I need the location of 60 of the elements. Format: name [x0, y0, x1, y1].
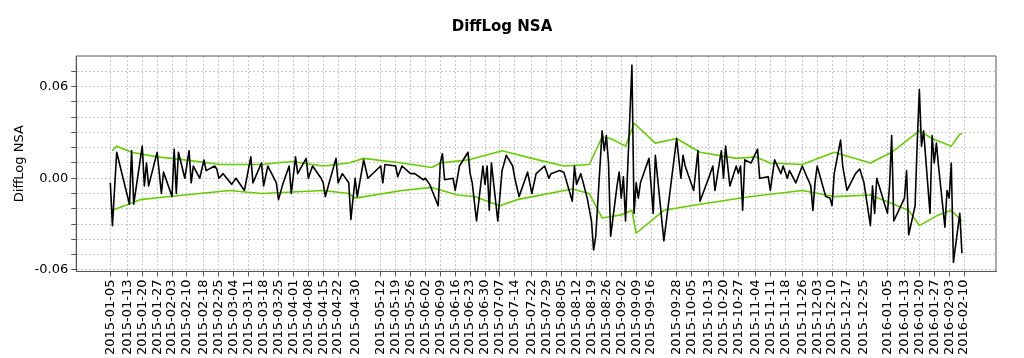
- x-tick-label: 2015-11-18: [776, 279, 792, 356]
- x-tick-label: 2015-02-18: [195, 279, 211, 356]
- x-tick-label: 2015-01-13: [118, 279, 134, 356]
- x-tick-label: 2015-04-22: [329, 279, 345, 356]
- x-tick-label: 2015-04-30: [346, 279, 362, 356]
- x-tick-label: 2015-03-04: [225, 279, 241, 356]
- x-tick-label: 2016-02-03: [940, 279, 956, 356]
- y-tick-label: 0.06: [39, 77, 69, 93]
- x-tick-label: 2015-03-25: [269, 279, 285, 356]
- x-tick-label: 2015-08-05: [553, 279, 569, 356]
- x-tick-label: 2015-12-17: [838, 279, 854, 356]
- x-tick-label: 2015-04-01: [284, 279, 300, 356]
- x-tick-label: 2015-06-02: [416, 279, 432, 356]
- x-tick-label: 2015-11-11: [761, 279, 777, 356]
- x-tick-label: 2015-07-29: [538, 279, 554, 356]
- x-tick-label: 2016-02-10: [955, 279, 971, 356]
- x-tick-label: 2015-01-27: [148, 279, 164, 356]
- x-tick-label: 2015-04-15: [314, 279, 330, 356]
- y-tick-label: 0.00: [39, 169, 69, 185]
- x-tick-label: 2015-12-03: [808, 279, 824, 356]
- x-tick-label: 2015-11-26: [793, 279, 809, 356]
- x-tick-label: 2016-01-20: [910, 279, 926, 356]
- x-tick-label: 2015-09-02: [612, 279, 628, 356]
- x-tick-label: 2015-07-07: [491, 279, 507, 356]
- x-tick-label: 2015-08-19: [582, 279, 598, 356]
- chart-title: DiffLog NSA: [451, 16, 553, 35]
- x-tick-label: 2015-03-18: [254, 279, 270, 356]
- x-tick-label: 2016-01-05: [878, 279, 894, 356]
- x-tick-label: 2015-10-20: [714, 279, 730, 356]
- x-tick-label: 2015-12-25: [855, 279, 871, 356]
- x-tick-label: 2015-10-05: [682, 279, 698, 356]
- x-tick-label: 2015-01-20: [133, 279, 149, 356]
- x-tick-label: 2015-02-25: [210, 279, 226, 356]
- x-tick-label: 2015-06-30: [476, 279, 492, 356]
- x-tick-label: 2015-05-19: [386, 279, 402, 356]
- x-tick-label: 2015-08-26: [597, 279, 613, 356]
- x-tick-label: 2015-06-23: [461, 279, 477, 356]
- x-tick-label: 2015-03-11: [240, 279, 256, 356]
- x-tick-label: 2015-05-26: [401, 279, 417, 356]
- x-tick-label: 2015-11-04: [746, 279, 762, 356]
- x-tick-label: 2015-09-28: [668, 279, 684, 356]
- x-tick-label: 2015-09-16: [642, 279, 658, 356]
- x-tick-label: 2015-08-12: [567, 279, 583, 356]
- x-tick-label: 2015-07-22: [523, 279, 539, 356]
- x-tick-label: 2015-01-05: [101, 279, 117, 356]
- x-tick-label: 2015-07-14: [506, 279, 522, 356]
- x-tick-label: 2015-10-13: [699, 279, 715, 356]
- x-tick-label: 2015-10-27: [729, 279, 745, 356]
- x-tick-label: 2015-05-12: [372, 279, 388, 356]
- x-tick-label: 2015-04-08: [299, 279, 315, 356]
- x-tick-label: 2015-02-03: [163, 279, 179, 356]
- x-tick-label: 2015-02-10: [178, 279, 194, 356]
- x-tick-label: 2015-09-09: [627, 279, 643, 356]
- x-tick-label: 2015-12-10: [823, 279, 839, 356]
- x-tick-label: 2015-06-09: [431, 279, 447, 356]
- x-tick-label: 2016-01-27: [925, 279, 941, 356]
- y-axis-title: DiffLog NSA: [11, 125, 27, 203]
- x-tick-label: 2015-06-16: [446, 279, 462, 356]
- x-tick-label: 2016-01-13: [895, 279, 911, 356]
- y-tick-label: -0.06: [34, 261, 69, 277]
